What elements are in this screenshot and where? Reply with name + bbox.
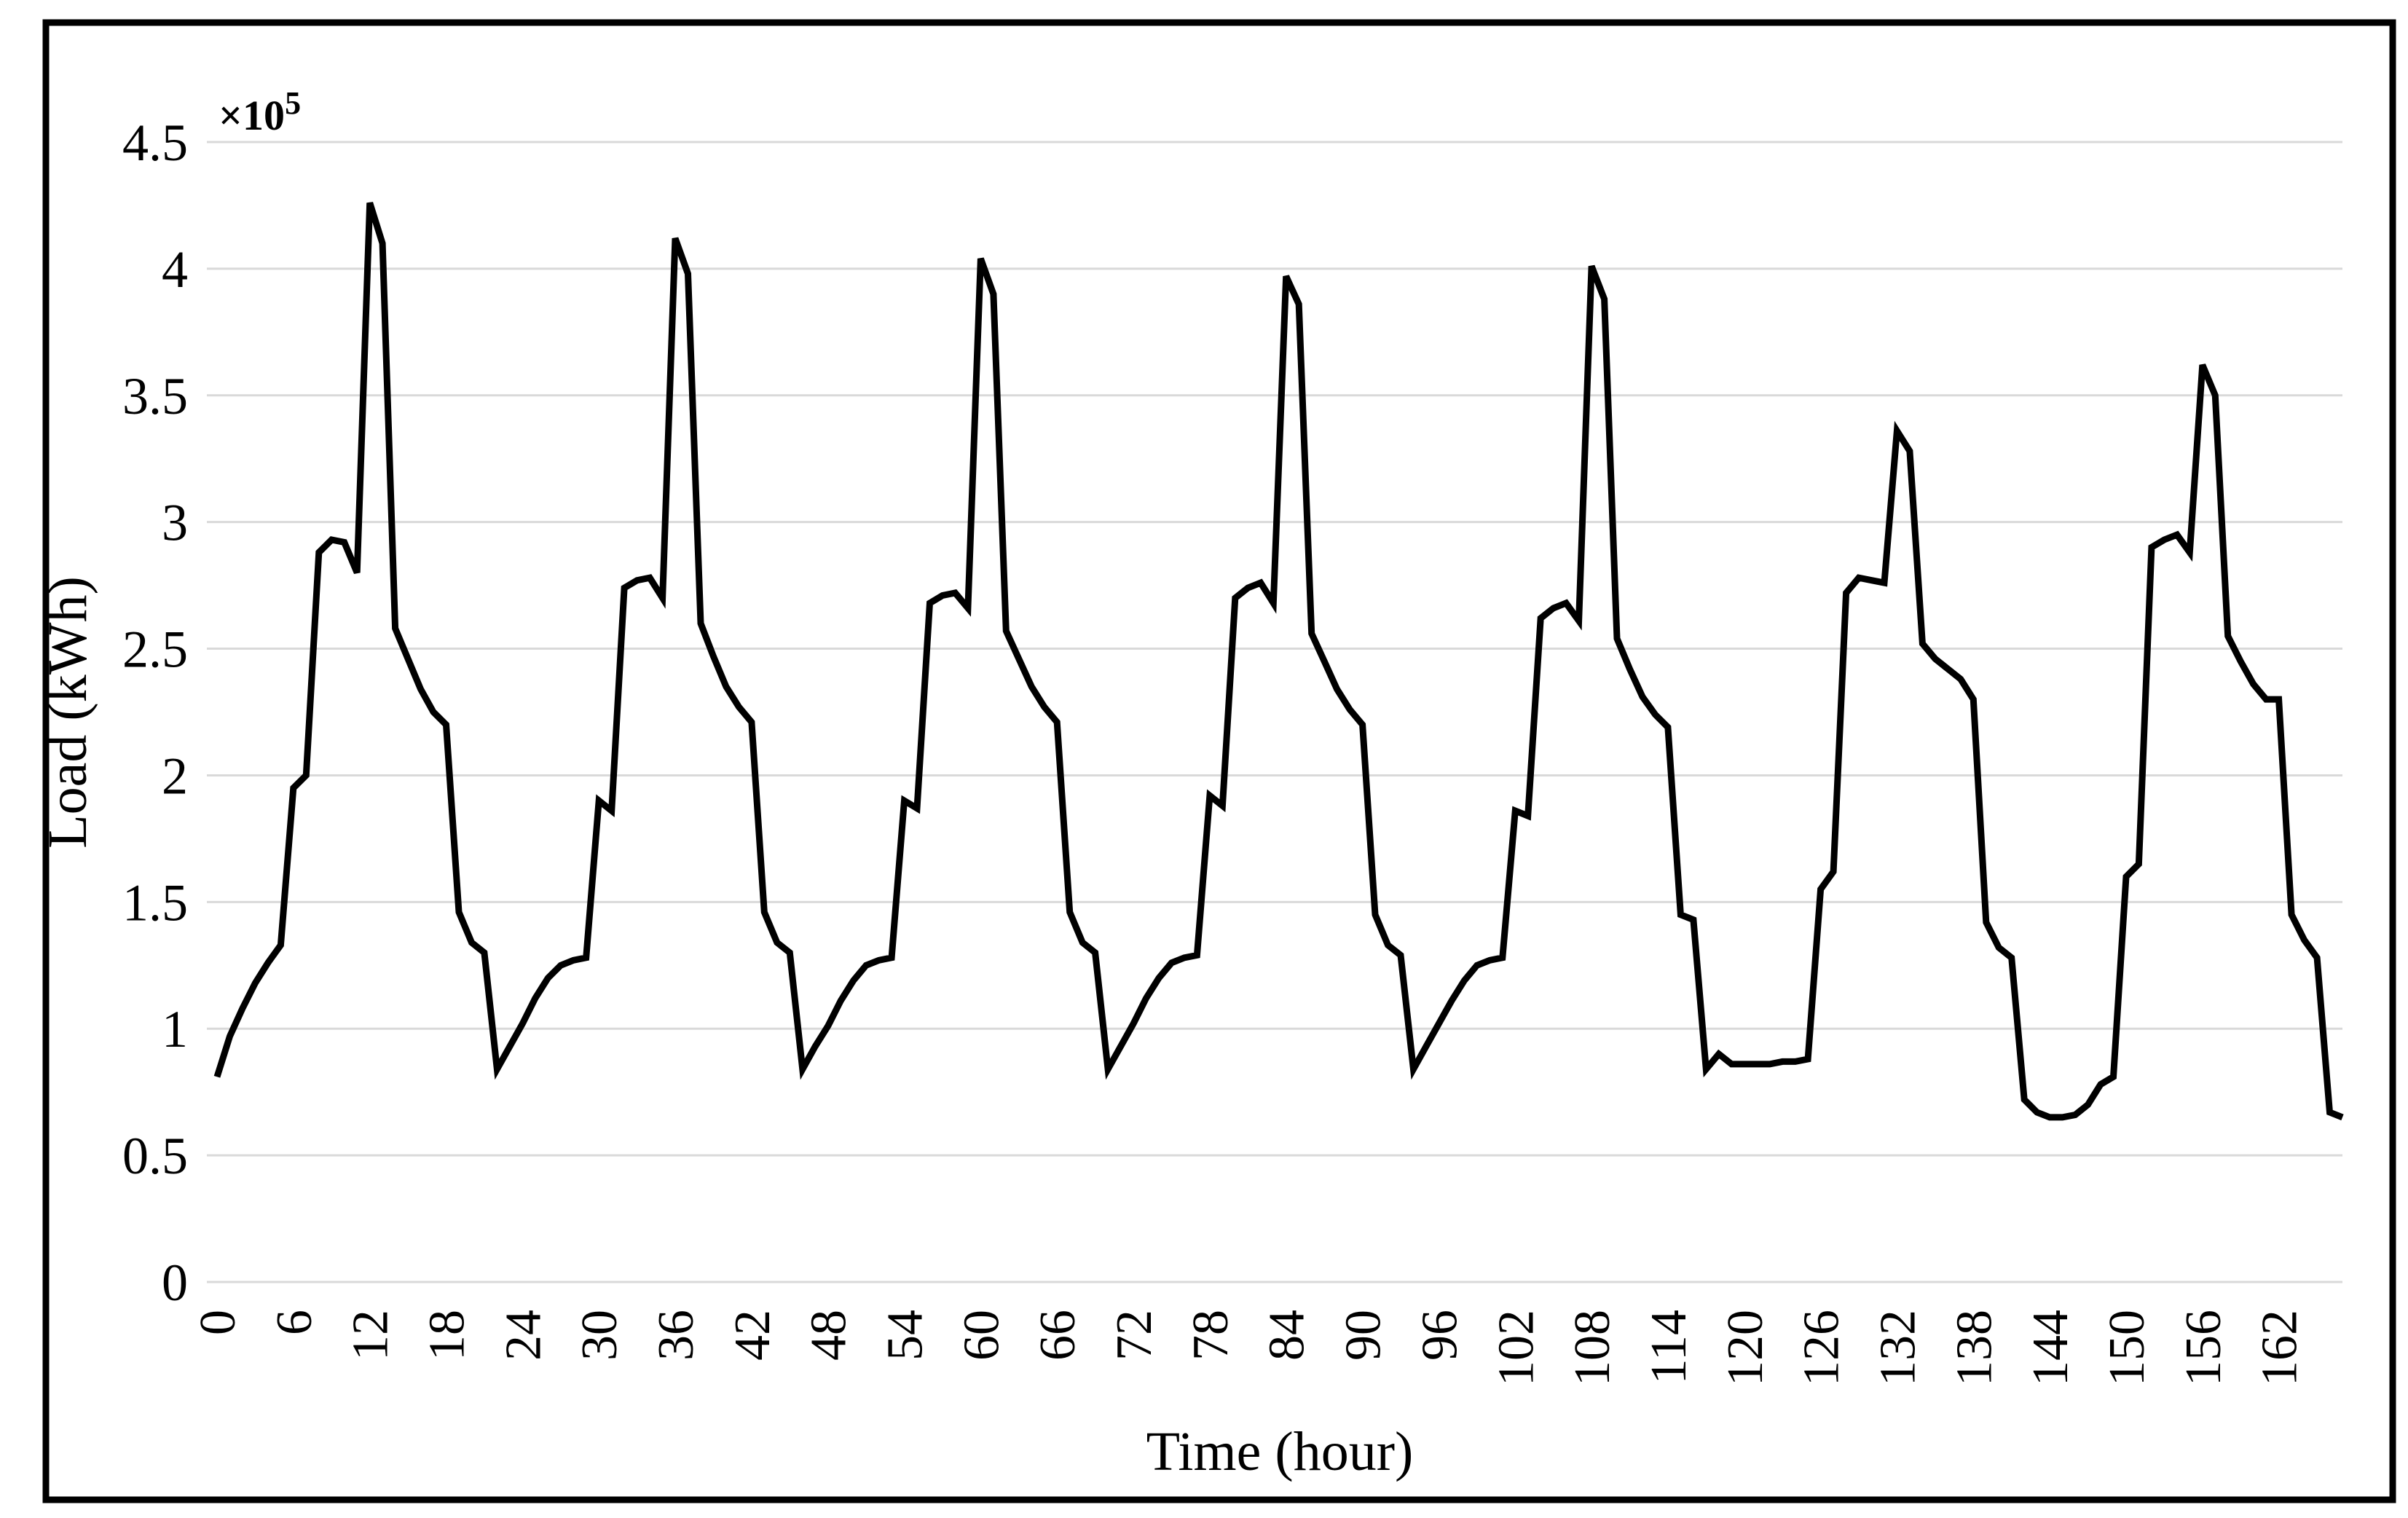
y-tick-label: 1.5: [122, 873, 188, 932]
x-tick-label: 0: [190, 1310, 246, 1335]
x-tick-label: 144: [2023, 1310, 2079, 1386]
x-tick-label: 114: [1641, 1310, 1697, 1384]
x-tick-label: 48: [801, 1310, 857, 1361]
x-tick-label: 102: [1488, 1310, 1544, 1386]
y-tick-label: 0: [162, 1254, 188, 1312]
gridlines: [207, 141, 2342, 1283]
y-tick-label: 2: [162, 747, 188, 805]
y-tick-label: 2.5: [122, 621, 188, 679]
x-tick-label: 108: [1565, 1310, 1621, 1386]
x-tick-label: 30: [572, 1310, 628, 1361]
x-tick-label: 42: [725, 1310, 781, 1361]
x-tick-label: 150: [2099, 1310, 2155, 1386]
x-tick-label: 78: [1183, 1310, 1239, 1361]
y-tick-labels: 0 0.5 1 1.5 2 2.5 3 3.5 4 4.5: [122, 114, 188, 1312]
y-tick-label: 1: [162, 1000, 188, 1058]
x-tick-label: 6: [267, 1310, 323, 1335]
x-tick-label: 12: [343, 1310, 399, 1361]
y-tick-label: 4.5: [122, 114, 188, 172]
x-tick-labels: 0 6 12 18 24 30 36 42 48 54 60 66 72 78 84 90 96 102 108 11…: [190, 1310, 2308, 1386]
x-tick-label: 162: [2252, 1310, 2308, 1386]
x-tick-label: 120: [1718, 1310, 1774, 1386]
y-tick-label: 4: [162, 240, 188, 299]
x-tick-label: 84: [1259, 1310, 1315, 1361]
x-tick-label: 54: [878, 1310, 934, 1361]
x-tick-label: 156: [2176, 1310, 2232, 1386]
x-tick-label: 72: [1106, 1310, 1162, 1361]
y-tick-label: 3: [162, 494, 188, 552]
x-tick-label: 138: [1946, 1310, 2002, 1386]
x-tick-label: 96: [1412, 1310, 1468, 1361]
x-axis-title: Time (hour): [1146, 1421, 1414, 1482]
x-tick-label: 126: [1794, 1310, 1850, 1386]
series-line: [213, 202, 2344, 1121]
x-tick-label: 66: [1030, 1310, 1086, 1361]
y-scale-label: ×105: [219, 85, 301, 139]
x-tick-label: 90: [1336, 1310, 1392, 1361]
plot-frame: [42, 19, 2396, 1503]
y-tick-label: 3.5: [122, 367, 188, 425]
x-tick-label: 60: [953, 1310, 1010, 1361]
x-tick-label: 36: [648, 1310, 704, 1361]
x-tick-label: 132: [1870, 1310, 1926, 1386]
x-tick-label: 24: [495, 1310, 551, 1361]
x-tick-label: 18: [420, 1310, 476, 1361]
y-tick-label: 0.5: [122, 1127, 188, 1185]
